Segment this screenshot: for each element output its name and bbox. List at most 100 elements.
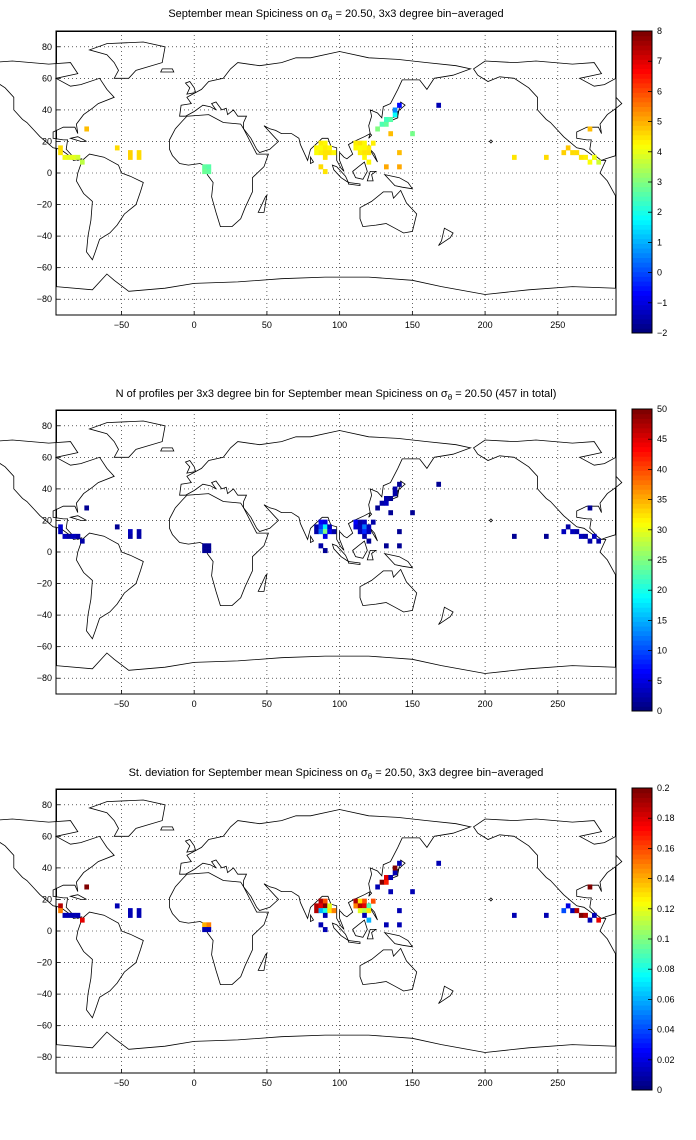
land-iceland — [160, 826, 175, 831]
colorbar-segment — [632, 87, 652, 93]
data-cell — [114, 145, 120, 151]
data-cell — [314, 529, 319, 535]
colorbar-segment — [632, 976, 652, 982]
data-cell — [314, 524, 319, 530]
colorbar-segment — [632, 475, 652, 481]
data-cell — [570, 529, 575, 535]
colorbar-tick-label: 0.1 — [657, 934, 670, 944]
data-cell — [397, 102, 402, 108]
x-tick-label: 100 — [332, 699, 347, 709]
land-south-america — [75, 911, 144, 1019]
colorbar-segment — [632, 1052, 652, 1058]
data-cell — [357, 150, 363, 156]
colorbar-segment — [632, 673, 652, 679]
colorbar-segment — [632, 446, 652, 452]
data-cell — [327, 903, 332, 909]
y-tick-label: −80 — [37, 294, 52, 304]
land-java — [348, 561, 361, 566]
x-tick-label: 200 — [478, 320, 493, 330]
colorbar-segment — [632, 451, 652, 457]
colorbar-segment — [632, 238, 652, 244]
colorbar-segment — [632, 82, 652, 89]
colorbar-segment — [632, 863, 652, 869]
colorbar-tick-label: 0.2 — [657, 783, 670, 793]
data-cell — [574, 529, 580, 535]
data-cell — [362, 150, 367, 156]
colorbar-segment — [632, 484, 652, 490]
data-cell — [587, 505, 593, 511]
colorbar-segment — [632, 1066, 652, 1072]
data-cell — [370, 898, 376, 904]
data-cell — [136, 154, 142, 160]
land-sulawesi — [366, 171, 378, 182]
data-cell — [75, 912, 81, 918]
data-cell — [587, 917, 593, 923]
colorbar-segment — [632, 701, 652, 707]
colorbar-segment — [632, 640, 652, 646]
data-cell — [75, 533, 81, 539]
data-cell — [318, 903, 324, 909]
colorbar-segment — [632, 811, 652, 817]
data-cell — [322, 898, 328, 904]
x-tick-label: 0 — [192, 320, 197, 330]
data-cell — [322, 154, 328, 160]
land-cuba — [68, 894, 87, 900]
data-cell — [114, 524, 120, 530]
colorbar-segment — [632, 224, 652, 230]
data-cell — [62, 154, 68, 160]
colorbar-segment — [632, 318, 652, 325]
colorbar-segment — [632, 1056, 652, 1063]
colorbar-tick-label: 30 — [657, 525, 667, 535]
colorbar-segment — [632, 49, 652, 56]
land-cuba — [68, 136, 87, 142]
land-britain — [184, 839, 197, 853]
colorbar-segment — [632, 868, 652, 874]
colorbar-segment — [632, 111, 652, 117]
colorbar-segment — [632, 139, 652, 145]
data-cell — [322, 169, 328, 175]
colorbar-segment — [632, 644, 652, 651]
data-cell — [366, 150, 372, 156]
data-cell — [353, 898, 359, 904]
colorbar-segment — [632, 687, 652, 693]
data-cell — [384, 116, 389, 123]
colorbar-segment — [632, 106, 652, 112]
data-cell — [366, 159, 372, 165]
land-borneo — [352, 540, 368, 559]
colorbar-segment — [632, 607, 652, 613]
colorbar-segment — [632, 1047, 652, 1053]
y-tick-label: −20 — [37, 579, 52, 589]
colorbar-segment — [632, 659, 652, 665]
data-cell — [397, 481, 402, 487]
colorbar-segment — [632, 512, 652, 519]
colorbar-segment — [632, 323, 652, 329]
data-cell — [353, 519, 359, 525]
data-cell — [322, 150, 328, 156]
data-cell — [596, 917, 602, 923]
colorbar-segment — [632, 210, 652, 216]
colorbar-segment — [632, 172, 652, 178]
data-cell — [136, 533, 142, 539]
data-cell — [366, 908, 372, 914]
data-cell — [362, 519, 367, 525]
data-cell — [592, 912, 597, 918]
y-tick-label: 20 — [42, 894, 52, 904]
colorbar-segment — [632, 1028, 652, 1034]
colorbar-segment — [632, 844, 652, 850]
panel-2-title: N of profiles per 3x3 degree bin for Sep… — [115, 388, 557, 402]
data-cell — [592, 154, 597, 160]
data-cell — [58, 529, 63, 535]
panel-1-title: September mean Spiciness on σθ = 20.50, … — [168, 8, 504, 22]
data-cell — [202, 543, 207, 549]
colorbar-tick-label: 1 — [657, 237, 662, 247]
data-cell — [206, 164, 212, 170]
data-cell — [71, 154, 76, 160]
data-cell — [436, 481, 442, 487]
data-cell — [314, 150, 319, 156]
colorbar-segment — [632, 910, 652, 916]
land-java — [348, 182, 361, 187]
colorbar-segment — [632, 597, 652, 603]
colorbar-segment — [632, 125, 652, 131]
data-cell — [327, 908, 332, 914]
y-tick-label: 0 — [47, 168, 52, 178]
